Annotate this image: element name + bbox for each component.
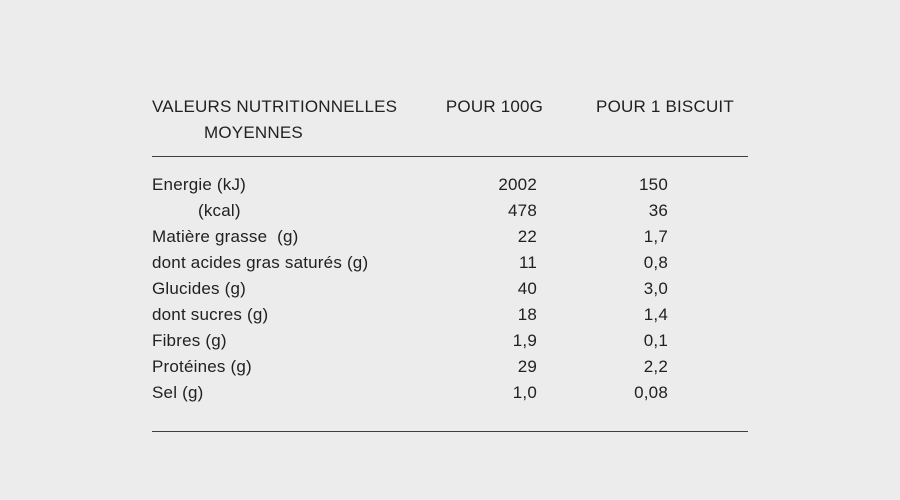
table-header: VALEURS NUTRITIONNELLES MOYENNES POUR 10… <box>152 94 748 146</box>
value-per-100g: 1,9 <box>512 331 537 350</box>
value-per-100g: 22 <box>517 227 537 246</box>
row-label: Matière grasse (g) <box>152 227 299 246</box>
table-row-matiere-grasse: Matière grasse (g) 22 1,7 <box>152 224 748 250</box>
value-per-100g: 2002 <box>498 175 537 194</box>
value-per-100g: 29 <box>517 357 537 376</box>
value-per-100g: 18 <box>517 305 537 324</box>
value-per-biscuit: 1,4 <box>643 305 668 324</box>
header-values-line2: MOYENNES <box>204 123 303 142</box>
table-row-fibres: Fibres (g) 1,9 0,1 <box>152 328 748 354</box>
value-per-100g: 478 <box>508 201 537 220</box>
value-per-100g: 1,0 <box>512 383 537 402</box>
row-label: dont sucres (g) <box>152 305 269 324</box>
row-label: dont acides gras saturés (g) <box>152 253 369 272</box>
value-per-biscuit: 3,0 <box>643 279 668 298</box>
header-values-line1: VALEURS NUTRITIONNELLES <box>152 97 398 116</box>
value-per-biscuit: 0,8 <box>643 253 668 272</box>
nutrition-table: VALEURS NUTRITIONNELLES MOYENNES POUR 10… <box>152 94 748 432</box>
header-col-per100g: POUR 100G <box>445 97 544 116</box>
table-row-energie-kcal: (kcal) 478 36 <box>152 198 748 224</box>
table-row-proteines: Protéines (g) 29 2,2 <box>152 354 748 380</box>
row-label: Glucides (g) <box>152 279 247 298</box>
value-per-biscuit: 0,08 <box>634 383 668 402</box>
value-per-biscuit: 2,2 <box>643 357 668 376</box>
row-label: Fibres (g) <box>152 331 227 350</box>
table-row-sel: Sel (g) 1,0 0,08 <box>152 380 748 406</box>
table-body: Energie (kJ) 2002 150 (kcal) 478 36 Mati… <box>152 157 748 406</box>
header-col-values: VALEURS NUTRITIONNELLES MOYENNES <box>152 94 437 146</box>
value-per-100g: 40 <box>517 279 537 298</box>
bottom-rule <box>152 431 748 432</box>
row-label: (kcal) <box>198 201 241 220</box>
table-row-acides-gras-satures: dont acides gras saturés (g) 11 0,8 <box>152 250 748 276</box>
table-row-glucides: Glucides (g) 40 3,0 <box>152 276 748 302</box>
value-per-biscuit: 36 <box>648 201 668 220</box>
table-row-energie-kj: Energie (kJ) 2002 150 <box>152 172 748 198</box>
row-label: Sel (g) <box>152 383 204 402</box>
table-row-sucres: dont sucres (g) 18 1,4 <box>152 302 748 328</box>
value-per-100g: 11 <box>518 253 537 272</box>
value-per-biscuit: 0,1 <box>643 331 668 350</box>
header-col-per-biscuit: POUR 1 BISCUIT <box>596 97 734 116</box>
row-label: Protéines (g) <box>152 357 252 376</box>
top-rule <box>152 156 748 157</box>
value-per-biscuit: 1,7 <box>643 227 668 246</box>
row-label: Energie (kJ) <box>152 175 247 194</box>
value-per-biscuit: 150 <box>639 175 668 194</box>
